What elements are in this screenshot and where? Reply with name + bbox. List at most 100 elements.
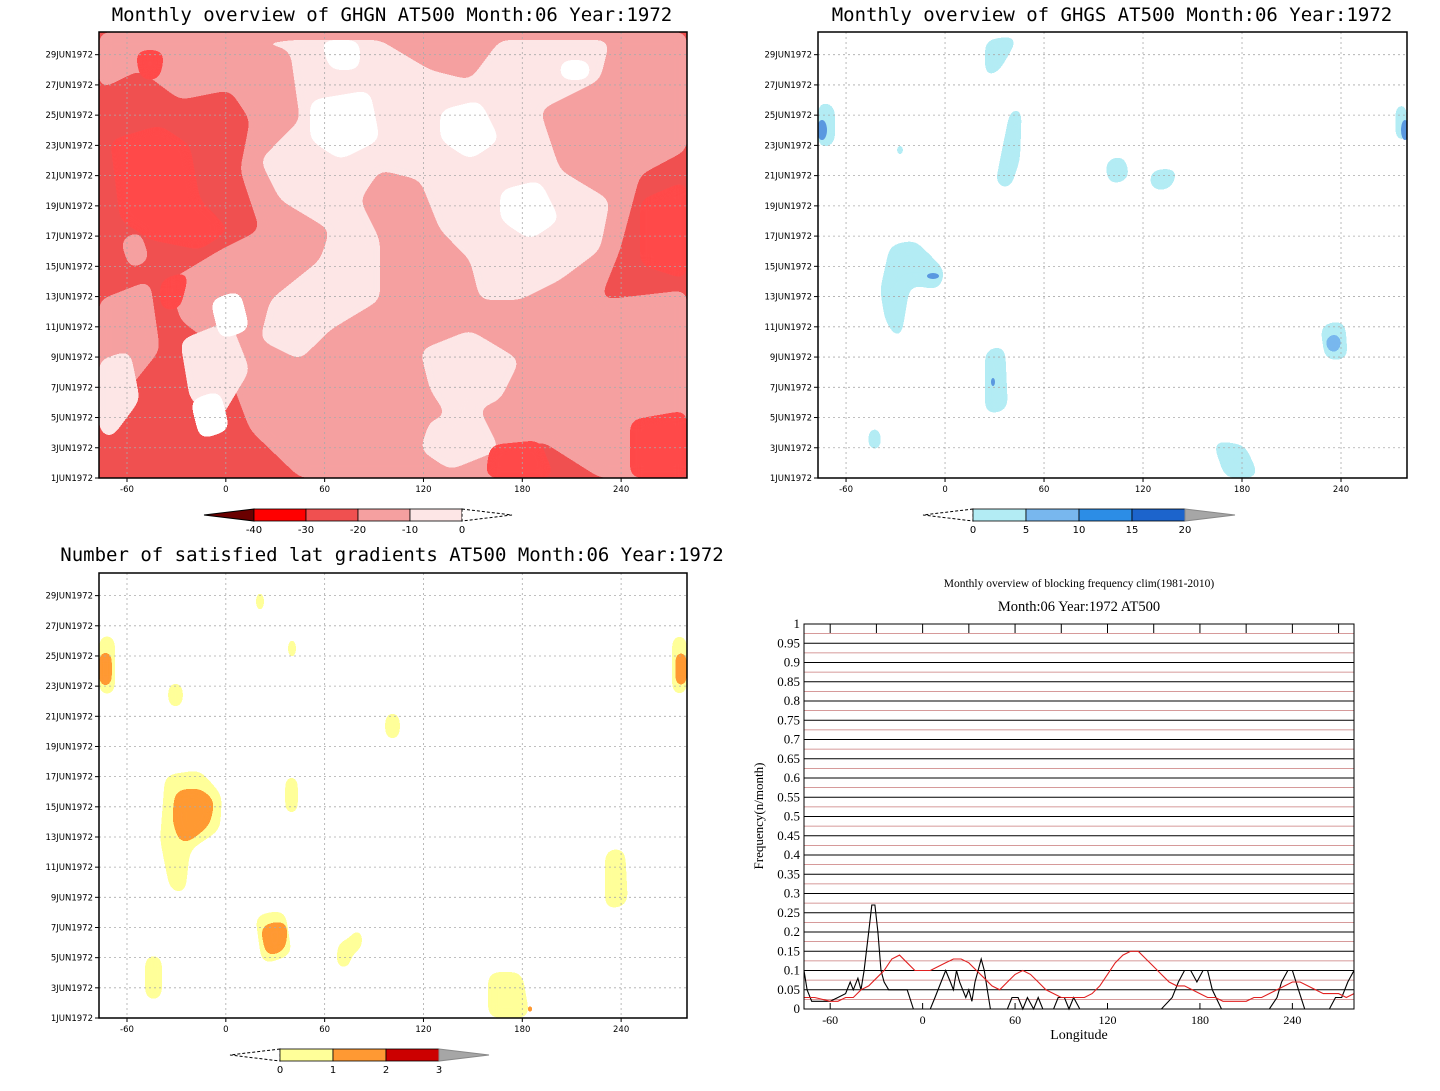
- count-colorbar-low-end: [229, 1048, 281, 1062]
- freq-y-tick-label: 0.75: [777, 712, 800, 727]
- ghgs-colorbar-low-end: [922, 508, 974, 522]
- count-y-tick-label: 7JUN1972: [51, 923, 93, 933]
- freq-y-tick-label: 0.9: [784, 655, 800, 670]
- count-title: Number of satisfied lat gradients AT500 …: [60, 544, 723, 566]
- freq-y-tick-label: 1: [794, 616, 801, 631]
- count-colorbar-segment: [385, 1048, 440, 1062]
- ghgn-colorbar-segment: [253, 508, 307, 522]
- freq-y-tick-label: 0.45: [777, 828, 800, 843]
- ghgs-y-tick-label: 21JUN1972: [764, 172, 812, 182]
- ghgn-colorbar-tick: -30: [298, 525, 314, 536]
- count-x-tick-label: 0: [223, 1025, 228, 1035]
- count-y-tick-label: 13JUN1972: [45, 833, 93, 843]
- ghgn-x-tick-label: 60: [319, 485, 330, 495]
- ghgn-colorbar-segment: [409, 508, 463, 522]
- ghgs-y-tick-label: 1JUN1972: [770, 474, 812, 484]
- ghgs-frame: [817, 31, 1408, 479]
- ghgn-x-tick-label: 0: [223, 485, 228, 495]
- ghgs-y-tick-label: 13JUN1972: [764, 293, 812, 303]
- ghgs-colorbar-tick: 15: [1126, 525, 1139, 536]
- ghgs-blob-south: [991, 378, 995, 386]
- freq-x-tick-label: 240: [1283, 1013, 1301, 1027]
- freq-y-tick-label: 0.65: [777, 751, 800, 766]
- ghgs-colorbar-segment: [1131, 508, 1186, 522]
- count-x-tick-label: 120: [415, 1025, 431, 1035]
- ghgn-y-tick-label: 23JUN1972: [45, 141, 93, 151]
- ghgn-panel: Monthly overview of GHGN AT500 Month:06 …: [45, 4, 688, 536]
- ghgs-blob-east: [1401, 120, 1407, 140]
- freq-y-tick-label: 0.7: [784, 732, 801, 747]
- count-band-2-3: [272, 928, 282, 945]
- ghgn-y-tick-label: 17JUN1972: [45, 232, 93, 242]
- freq-y-tick-label: 0: [794, 1001, 801, 1016]
- count-colorbar-tick: 1: [330, 1065, 336, 1076]
- count-y-tick-label: 15JUN1972: [45, 803, 93, 813]
- ghgs-x-axis: -60 0 60 120 180 240: [839, 478, 1349, 495]
- count-x-tick-label: 60: [319, 1025, 330, 1035]
- ghgs-blob-west: [818, 120, 827, 140]
- ghgn-title: Monthly overview of GHGN AT500 Month:06 …: [112, 4, 673, 26]
- freq-subtitle: Month:06 Year:1972 AT500: [998, 599, 1160, 615]
- count-y-axis: 1JUN1972 3JUN1972 5JUN1972 7JUN1972 9JUN1972…: [45, 592, 99, 1024]
- count-y-tick-label: 27JUN1972: [45, 622, 93, 632]
- ghgn-y-tick-label: 1JUN1972: [51, 474, 93, 484]
- count-x-tick-label: -60: [120, 1025, 134, 1035]
- ghgn-colorbar-low-end: [203, 508, 255, 522]
- ghgs-y-tick-label: 11JUN1972: [764, 323, 812, 333]
- freq-y-tick-label: 0.6: [784, 770, 801, 785]
- ghgn-y-axis: 1JUN1972 3JUN1972 5JUN1972 7JUN1972 9JUN1972…: [45, 51, 99, 484]
- freq-y-tick-label: 0.2: [784, 924, 800, 939]
- freq-panel: Monthly overview of blocking frequency c…: [751, 578, 1355, 1043]
- count-colorbar-segment: [279, 1048, 334, 1062]
- ghgs-y-tick-label: 25JUN1972: [764, 111, 812, 121]
- freq-series-line-1: [804, 950, 1355, 1002]
- ghgn-y-tick-label: 15JUN1972: [45, 262, 93, 272]
- ghgn-colorbar: -40 -30 -20 -10 0: [203, 508, 513, 536]
- ghgs-y-tick-label: 3JUN1972: [770, 444, 812, 454]
- ghgs-x-tick-label: 180: [1234, 485, 1250, 495]
- count-colorbar-tick: 3: [436, 1065, 442, 1076]
- freq-x-tick-label: 180: [1191, 1013, 1209, 1027]
- freq-x-axis: -60 0 60 120 180 240: [822, 624, 1340, 1027]
- freq-title: Monthly overview of blocking frequency c…: [944, 578, 1215, 590]
- count-x-tick-label: 180: [514, 1025, 530, 1035]
- ghgs-colorbar-tick: 10: [1073, 525, 1086, 536]
- ghgn-y-tick-label: 13JUN1972: [45, 293, 93, 303]
- freq-series-line-0: [803, 904, 1355, 1011]
- ghgs-band-5-10: [1325, 332, 1342, 355]
- ghgn-colorbar-tick: -40: [246, 525, 262, 536]
- freq-y-tick-label: 0.5: [784, 809, 800, 824]
- ghgs-colorbar-segment: [972, 508, 1027, 522]
- freq-x-tick-label: 60: [1009, 1013, 1021, 1027]
- ghgn-colorbar-tick: -10: [402, 525, 418, 536]
- ghgs-colorbar: 0 5 10 15 20: [922, 508, 1236, 536]
- ghgn-colorbar-high-end: [461, 508, 513, 522]
- ghgn-colorbar-segment: [305, 508, 359, 522]
- count-y-tick-label: 5JUN1972: [51, 954, 93, 964]
- freq-x-tick-label: 120: [1099, 1013, 1117, 1027]
- count-y-tick-label: 23JUN1972: [45, 682, 93, 692]
- ghgn-colorbar-segment: [357, 508, 411, 522]
- ghgs-x-tick-label: -60: [839, 485, 853, 495]
- ghgn-y-tick-label: 3JUN1972: [51, 444, 93, 454]
- ghgs-panel: Monthly overview of GHGS AT500 Month:06 …: [764, 4, 1408, 536]
- count-y-tick-label: 3JUN1972: [51, 984, 93, 994]
- ghgs-y-tick-label: 15JUN1972: [764, 262, 812, 272]
- freq-y-tick-label: 0.8: [784, 693, 800, 708]
- ghgs-colorbar-segment: [1078, 508, 1133, 522]
- freq-series: [803, 904, 1355, 1011]
- ghgs-x-tick-label: 240: [1333, 485, 1349, 495]
- ghgn-y-tick-label: 9JUN1972: [51, 353, 93, 363]
- ghgs-colorbar-tick: 0: [970, 525, 976, 536]
- ghgs-colorbar-tick: 20: [1179, 525, 1192, 536]
- ghgs-y-tick-label: 17JUN1972: [764, 232, 812, 242]
- ghgn-colorbar-tick: -20: [350, 525, 366, 536]
- ghgs-blob-mid: [927, 273, 939, 279]
- ghgn-x-tick-label: -60: [120, 485, 134, 495]
- freq-y-label: Frequency(n/month): [751, 763, 766, 870]
- ghgs-y-tick-label: 5JUN1972: [770, 414, 812, 424]
- ghgn-y-tick-label: 11JUN1972: [45, 323, 93, 333]
- count-y-tick-label: 19JUN1972: [45, 742, 93, 752]
- ghgs-y-tick-label: 27JUN1972: [764, 81, 812, 91]
- ghgn-colorbar-tick: 0: [459, 525, 465, 536]
